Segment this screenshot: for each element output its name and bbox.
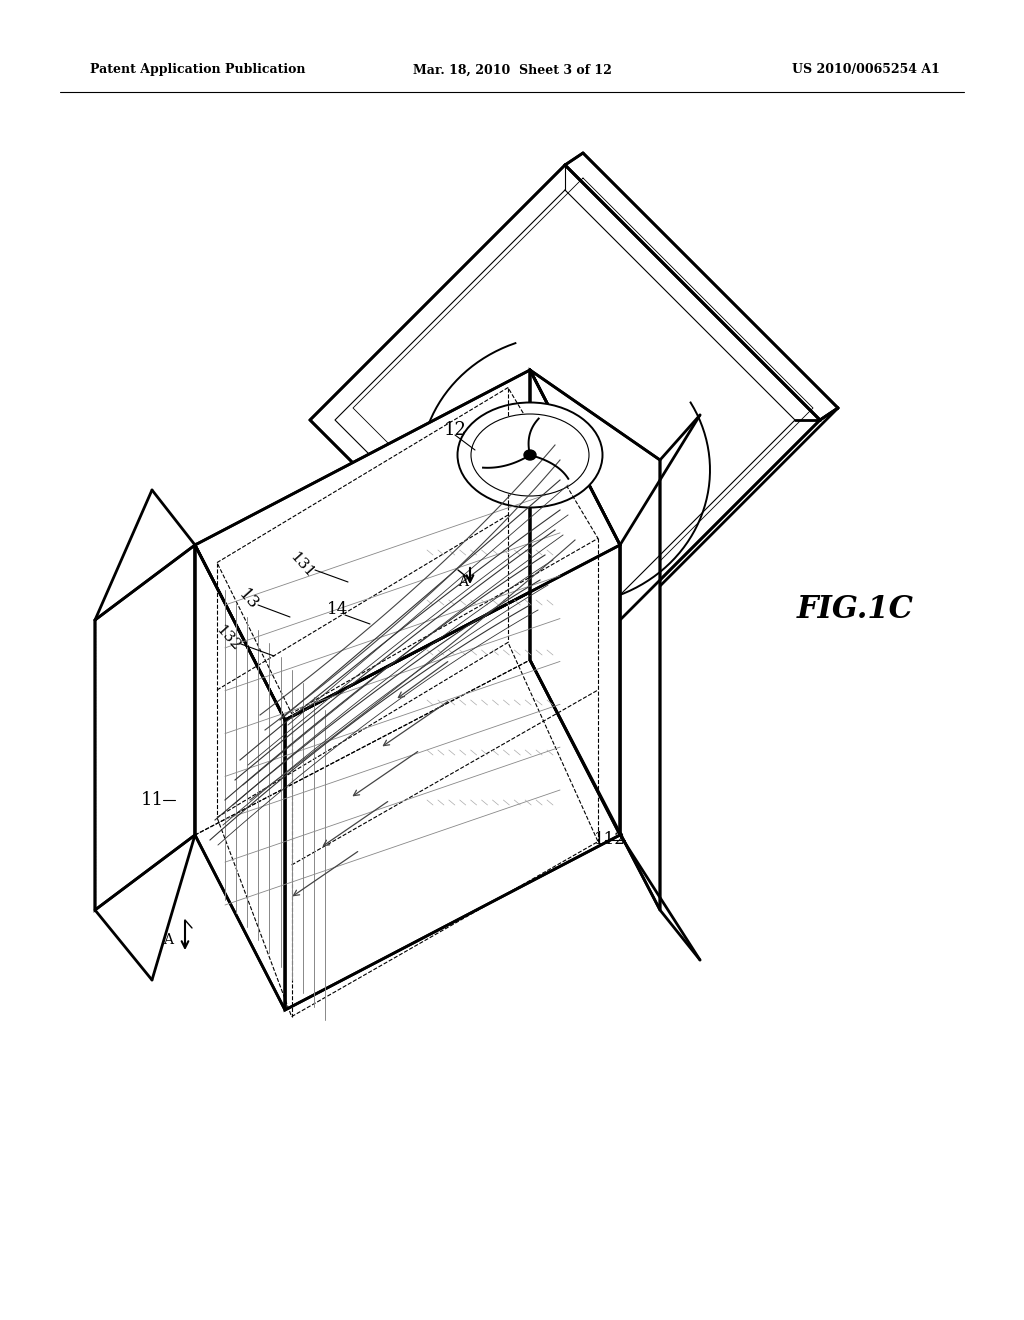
Polygon shape — [195, 545, 285, 1010]
Text: A: A — [458, 576, 468, 589]
Text: Patent Application Publication: Patent Application Publication — [90, 63, 305, 77]
Text: US 2010/0065254 A1: US 2010/0065254 A1 — [793, 63, 940, 77]
Polygon shape — [285, 545, 620, 1010]
Polygon shape — [195, 370, 620, 719]
Text: FIG.1C: FIG.1C — [797, 594, 913, 626]
Polygon shape — [95, 545, 195, 909]
Polygon shape — [310, 165, 820, 675]
Text: 13: 13 — [234, 586, 261, 614]
Text: A: A — [163, 933, 173, 946]
Polygon shape — [530, 370, 620, 836]
Ellipse shape — [458, 403, 602, 507]
Text: 12: 12 — [443, 421, 467, 440]
Polygon shape — [530, 370, 660, 909]
Text: 131: 131 — [287, 549, 317, 581]
Text: 132: 132 — [213, 623, 243, 653]
Text: 112: 112 — [594, 832, 626, 849]
Text: Mar. 18, 2010  Sheet 3 of 12: Mar. 18, 2010 Sheet 3 of 12 — [413, 63, 611, 77]
Ellipse shape — [471, 414, 589, 496]
Text: 11: 11 — [140, 791, 164, 809]
Text: 14: 14 — [328, 602, 348, 619]
Ellipse shape — [524, 450, 536, 459]
